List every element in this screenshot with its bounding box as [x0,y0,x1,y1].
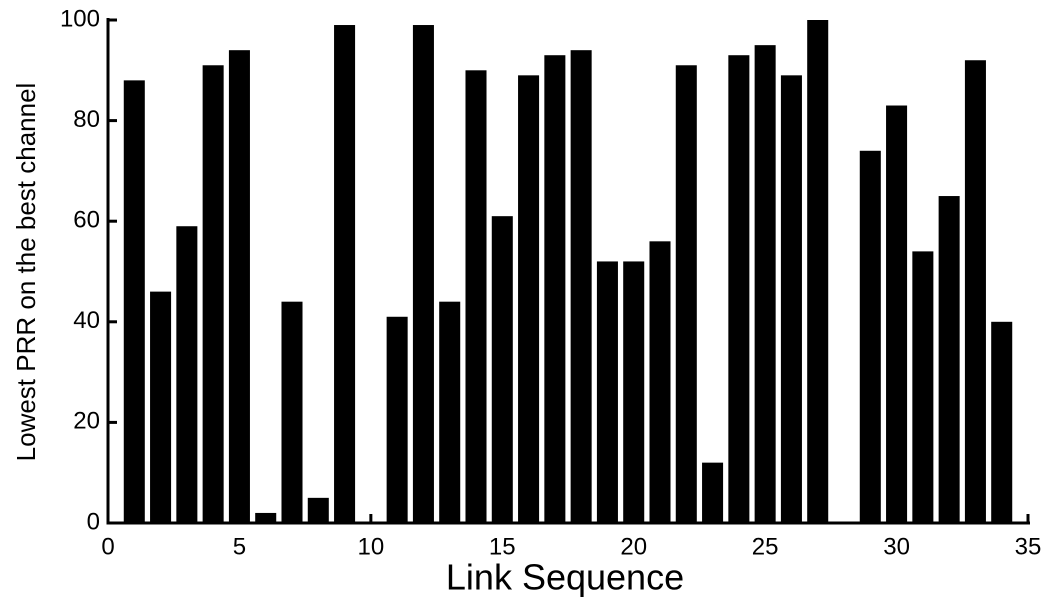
bar [281,301,303,523]
y-tick-label: 60 [73,207,100,234]
bar [176,226,198,524]
bar [912,251,934,523]
bar [544,55,566,524]
bar [859,150,881,523]
bar [255,512,277,523]
bar [465,70,487,524]
bar [518,75,540,523]
x-tick-label: 15 [489,533,516,560]
bar [938,196,960,524]
bar [780,75,802,523]
y-tick-label: 40 [73,307,100,334]
bar [754,45,776,524]
bar [150,291,172,523]
bar [886,105,908,523]
bar [807,20,829,523]
bar [623,261,645,523]
bar [702,462,724,523]
x-tick-label: 10 [358,533,385,560]
bar [491,216,513,524]
x-tick-label: 30 [883,533,910,560]
bar [649,241,671,523]
bar [123,80,145,524]
x-tick-label: 0 [101,533,114,560]
x-axis-label: Link Sequence [446,557,684,598]
bar [728,55,750,524]
x-tick-label: 35 [1015,533,1042,560]
bar [386,316,408,523]
y-tick-label: 80 [73,106,100,133]
bar [991,321,1013,523]
bar [596,261,618,523]
bar [334,25,356,524]
bar [439,301,461,523]
bar [412,25,434,524]
y-tick-label: 20 [73,408,100,435]
bar [675,65,697,524]
y-tick-label: 0 [87,508,100,535]
x-tick-label: 5 [233,533,246,560]
y-axis-label: Lowest PRR on the best channel [11,83,41,462]
bar [964,60,986,524]
bar [570,50,592,524]
y-tick-label: 100 [60,5,100,32]
bar [307,497,329,523]
x-tick-label: 20 [620,533,647,560]
x-tick-label: 25 [752,533,779,560]
bar [202,65,224,524]
bar [228,50,250,524]
